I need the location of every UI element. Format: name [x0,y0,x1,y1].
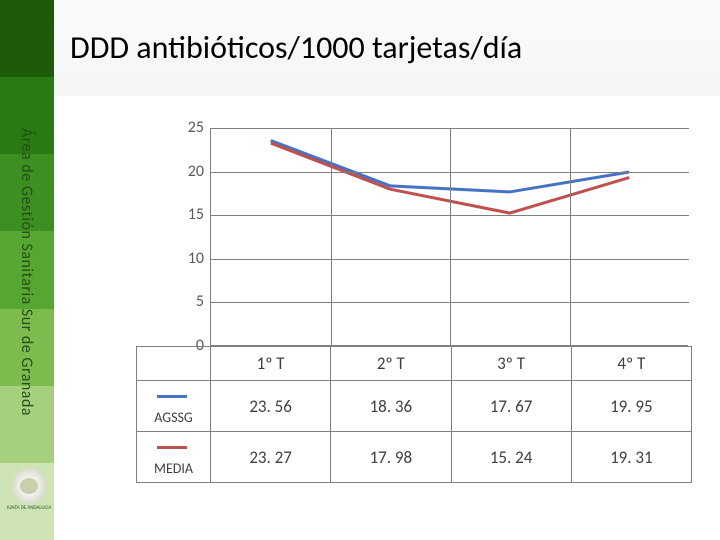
legend-swatch [157,446,187,449]
data-cell: 17. 98 [331,432,451,483]
page-title: DDD antibióticos/1000 tarjetas/día [70,28,522,67]
plot-area [210,128,688,346]
y-tick-label: 5 [144,292,204,311]
legend-cell: MEDIA [137,432,211,483]
table-header-row: 1º T2º T3º T4º T [137,347,692,381]
column-header: 4º T [571,347,691,381]
slide: Área de Gestión Sanitaria Sur de Granada… [0,0,720,540]
column-divider [570,128,571,346]
column-header: 3º T [451,347,571,381]
y-tick-label: 20 [144,162,204,181]
data-table: 1º T2º T3º T4º TAGSSG23. 5618. 3617. 671… [136,346,692,483]
table-row: MEDIA 23. 2717. 9815. 2419. 31 [137,432,692,483]
footer-logo: JUNTA DE ANDALUCIA [6,468,52,538]
legend-swatch [157,395,187,398]
line-chart: 0510152025 1º T2º T3º T4º TAGSSG23. 5618… [136,128,692,484]
data-cell: 23. 56 [211,381,331,432]
legend-label: AGSSG [154,409,193,426]
y-tick-label: 15 [144,205,204,224]
y-tick-label: 10 [144,249,204,268]
shield-icon [12,468,46,504]
data-cell: 19. 31 [571,432,691,483]
y-axis-ticks: 0510152025 [136,128,208,346]
column-header: 1º T [211,347,331,381]
side-label: Área de Gestión Sanitaria Sur de Granada [17,128,36,428]
table-corner [137,347,211,381]
strip-segment [0,0,54,77]
data-cell: 18. 36 [331,381,451,432]
column-header: 2º T [331,347,451,381]
legend-cell: AGSSG [137,381,211,432]
data-cell: 15. 24 [451,432,571,483]
y-tick-label: 25 [144,118,204,137]
data-cell: 19. 95 [571,381,691,432]
table-row: AGSSG 23. 5618. 3617. 6719. 95 [137,381,692,432]
footer-org: JUNTA DE ANDALUCIA [6,506,52,512]
column-divider [331,128,332,346]
data-cell: 17. 67 [451,381,571,432]
data-cell: 23. 27 [211,432,331,483]
column-divider [450,128,451,346]
legend-label: MEDIA [154,460,193,477]
